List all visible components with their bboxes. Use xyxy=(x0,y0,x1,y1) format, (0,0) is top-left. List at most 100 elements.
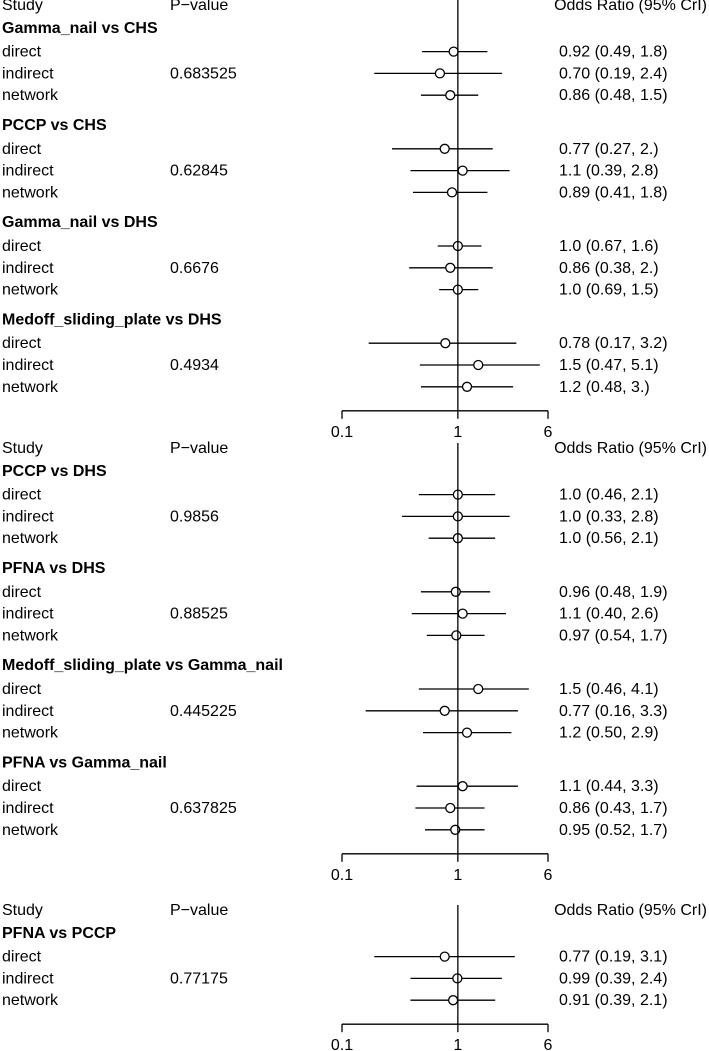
row-label: indirect xyxy=(2,606,54,623)
row-label: network xyxy=(2,725,59,742)
row-label: indirect xyxy=(2,65,54,82)
row-label: direct xyxy=(2,949,42,966)
group-title: Medoff_sliding_plate vs Gamma_nail xyxy=(2,657,283,674)
or-text: 1.0 (0.56, 2.1) xyxy=(559,530,659,547)
or-text: 0.86 (0.48, 1.5) xyxy=(559,87,668,104)
x-tick-label: 6 xyxy=(544,424,553,441)
or-text: 1.1 (0.39, 2.8) xyxy=(559,163,659,180)
x-tick-label: 0.1 xyxy=(331,1037,353,1051)
row-label: indirect xyxy=(2,970,54,987)
row-label: direct xyxy=(2,584,42,601)
or-text: 1.2 (0.50, 2.9) xyxy=(559,725,659,742)
point-estimate xyxy=(445,802,456,814)
header-pvalue: P−value xyxy=(170,902,228,919)
pvalue: 0.9856 xyxy=(170,508,219,525)
pvalue: 0.6676 xyxy=(170,260,219,277)
x-tick-label: 1 xyxy=(453,867,462,884)
or-text: 0.86 (0.38, 2.) xyxy=(559,260,659,277)
row-label: indirect xyxy=(2,260,54,277)
row-label: indirect xyxy=(2,357,54,374)
group-title: PCCP vs CHS xyxy=(2,117,107,134)
header-pvalue: P−value xyxy=(170,0,228,14)
or-text: 0.77 (0.27, 2.) xyxy=(559,141,659,158)
row-label: network xyxy=(2,87,59,104)
row-label: direct xyxy=(2,238,42,255)
point-estimate xyxy=(440,338,451,349)
point-estimate xyxy=(445,262,456,273)
or-text: 0.97 (0.54, 1.7) xyxy=(559,627,668,644)
group-title: PFNA vs DHS xyxy=(2,560,106,577)
x-tick-label: 6 xyxy=(544,867,553,884)
row-label: network xyxy=(2,282,59,299)
or-text: 0.91 (0.39, 2.1) xyxy=(559,992,668,1009)
header-study: Study xyxy=(2,902,43,919)
or-text: 0.89 (0.41, 1.8) xyxy=(559,184,668,201)
point-estimate xyxy=(447,995,459,1006)
or-text: 1.0 (0.46, 2.1) xyxy=(559,487,659,504)
or-text: 1.0 (0.69, 1.5) xyxy=(559,282,659,299)
point-estimate xyxy=(448,46,459,57)
row-label: network xyxy=(2,184,59,201)
x-tick-label: 0.1 xyxy=(331,867,353,884)
header-pvalue: P−value xyxy=(170,440,228,457)
forest-panel: Study P−value Odds Ratio (95% CrI) PFNA vs … xyxy=(2,902,707,1051)
point-estimate xyxy=(439,705,450,716)
group-title: PFNA vs Gamma_nail xyxy=(2,754,167,771)
or-text: 0.99 (0.39, 2.4) xyxy=(559,970,668,987)
or-text: 1.2 (0.48, 3.) xyxy=(559,379,650,396)
or-text: 0.92 (0.49, 1.8) xyxy=(559,44,668,61)
point-estimate xyxy=(450,586,461,597)
group-title: PCCP vs DHS xyxy=(2,463,107,480)
group-title: PFNA vs PCCP xyxy=(2,925,116,942)
point-estimate xyxy=(473,359,484,371)
row-label: direct xyxy=(2,487,42,504)
header-odds-ratio: Odds Ratio (95% CrI) xyxy=(554,440,707,457)
row-label: indirect xyxy=(2,508,54,525)
row-label: direct xyxy=(2,44,42,61)
row-label: indirect xyxy=(2,800,54,817)
row-label: network xyxy=(2,627,59,644)
or-text: 1.1 (0.44, 3.3) xyxy=(559,778,659,795)
or-text: 0.78 (0.17, 3.2) xyxy=(559,335,668,352)
point-estimate xyxy=(461,381,473,392)
forest-panel: Study P−value Odds Ratio (95% CrI) PCCP vs … xyxy=(2,440,707,884)
pvalue: 0.62845 xyxy=(170,163,228,180)
or-text: 0.95 (0.52, 1.7) xyxy=(559,822,668,839)
forest-panel: Study P−value Odds Ratio (95% CrI) Gamma_na… xyxy=(2,0,707,441)
group-title: Gamma_nail vs DHS xyxy=(2,214,158,231)
row-label: network xyxy=(2,530,59,547)
header-study: Study xyxy=(2,440,43,457)
or-text: 0.77 (0.19, 3.1) xyxy=(559,949,668,966)
group-title: Gamma_nail vs CHS xyxy=(2,20,158,37)
pvalue: 0.4934 xyxy=(170,357,219,374)
x-tick-label: 1 xyxy=(453,424,462,441)
pvalue: 0.445225 xyxy=(170,703,237,720)
or-text: 1.1 (0.40, 2.6) xyxy=(559,606,659,623)
header-study: Study xyxy=(2,0,43,14)
row-label: direct xyxy=(2,778,42,795)
group-title: Medoff_sliding_plate vs DHS xyxy=(2,311,222,328)
row-label: direct xyxy=(2,141,42,158)
row-label: indirect xyxy=(2,163,54,180)
point-estimate xyxy=(473,683,484,695)
point-estimate xyxy=(439,143,450,154)
point-estimate xyxy=(457,781,468,792)
row-label: network xyxy=(2,992,59,1009)
pvalue: 0.637825 xyxy=(170,800,237,817)
or-text: 0.96 (0.48, 1.9) xyxy=(559,584,668,601)
or-text: 1.0 (0.33, 2.8) xyxy=(559,508,659,525)
row-label: direct xyxy=(2,681,42,698)
point-estimate xyxy=(451,630,462,641)
or-text: 1.5 (0.47, 5.1) xyxy=(559,357,659,374)
row-label: network xyxy=(2,822,59,839)
pvalue: 0.683525 xyxy=(170,65,237,82)
point-estimate xyxy=(457,608,468,619)
row-label: network xyxy=(2,379,59,396)
or-text: 1.0 (0.67, 1.6) xyxy=(559,238,659,255)
pvalue: 0.77175 xyxy=(170,970,228,987)
point-estimate xyxy=(439,951,450,962)
or-text: 1.5 (0.46, 4.1) xyxy=(559,681,659,698)
point-estimate xyxy=(445,90,456,101)
point-estimate xyxy=(461,727,473,738)
or-text: 0.70 (0.19, 2.4) xyxy=(559,65,668,82)
